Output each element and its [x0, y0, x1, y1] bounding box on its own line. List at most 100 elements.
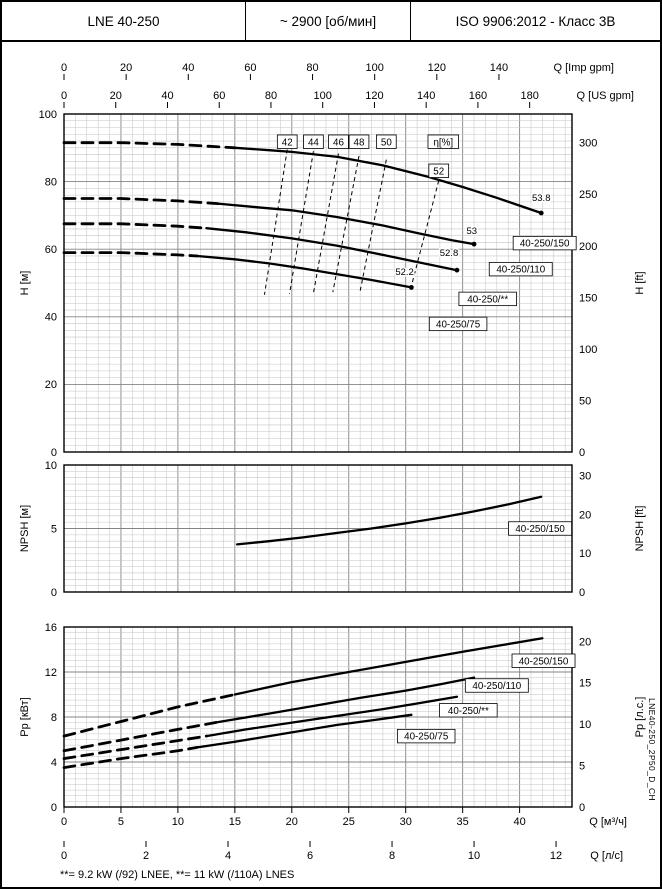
y-tick-right: 20 [579, 636, 591, 648]
efficiency-label: 44 [308, 137, 319, 148]
efficiency-iso-line [359, 159, 387, 292]
x-tick-label: 80 [306, 62, 318, 74]
y-tick-right: 10 [579, 548, 591, 560]
pump-curve-solid [205, 227, 459, 272]
y-tick-left: 0 [51, 587, 57, 599]
x-tick-label: 40 [161, 90, 173, 102]
document-code: LNE40-250_2P50_D_CH [647, 698, 657, 802]
curve-name-label: 40-250/150 [520, 239, 570, 250]
efficiency-iso-line [289, 151, 314, 294]
y-tick-right: 30 [579, 471, 591, 483]
y-tick-right: 250 [579, 189, 597, 201]
y-tick-left: 16 [45, 622, 57, 634]
pump-curve-dashed [62, 222, 208, 230]
curve-name-label-box [508, 521, 573, 536]
y-tick-left: 0 [51, 802, 57, 814]
chart-npsh: 0 5 10 NPSH [м] 0 10 20 30 NPSH [ft] 40-250/150 [19, 460, 646, 599]
x-tick-label: 5 [118, 816, 124, 828]
curve-name-label: 40-250/** [467, 294, 508, 305]
pump-curve-solid [216, 676, 476, 724]
x-tick-label: 60 [213, 90, 225, 102]
x-tick-label: 4 [225, 850, 231, 862]
efficiency-label-box [348, 134, 370, 149]
x-axis-title: Q [л/с] [590, 850, 623, 862]
duty-point-dot [454, 267, 460, 273]
efficiency-value-label: 52.2 [395, 267, 414, 278]
x-tick-label: 160 [469, 90, 487, 102]
x-tick-label: 20 [120, 62, 132, 74]
pump-curve-dashed [62, 141, 237, 150]
x-tick-label: 40 [513, 816, 525, 828]
x-tick-label: 2 [143, 850, 149, 862]
y-axis-title-right: Pp [л.с.] [634, 697, 646, 738]
efficiency-label: 48 [354, 137, 365, 148]
efficiency-label: 42 [282, 137, 293, 148]
pump-curve-dashed [62, 720, 220, 753]
x-tick-label: 15 [229, 816, 241, 828]
x-tick-label: 0 [61, 850, 67, 862]
x-tick-label: 25 [343, 816, 355, 828]
x-tick-label: 8 [389, 850, 395, 862]
pump-curve-dashed [62, 746, 199, 769]
x-tick-label: 20 [110, 90, 122, 102]
pump-curve-dashed [62, 734, 208, 760]
x-tick-label: 10 [172, 816, 184, 828]
x-tick-label: 140 [417, 90, 435, 102]
y-tick-right: 150 [579, 292, 597, 304]
curve-name-label-box [511, 653, 576, 668]
curve-name-label-box [428, 316, 488, 332]
pump-curve-solid [233, 637, 544, 696]
x-tick-label: 60 [244, 62, 256, 74]
y-tick-right: 200 [579, 241, 597, 253]
y-tick-left: 8 [51, 712, 57, 724]
pump-curve-solid [196, 254, 413, 289]
efficiency-value-label: 53.8 [532, 193, 551, 204]
x-tick-label: 120 [428, 62, 446, 74]
efficiency-value-label: 53 [466, 226, 477, 237]
curve-name-label-box [397, 728, 456, 744]
y-tick-right: 20 [579, 509, 591, 521]
efficiency-label-box [328, 134, 349, 149]
y-axis-title-right: NPSH [ft] [634, 506, 646, 552]
pump-curve-solid [196, 713, 413, 749]
y-tick-left: 12 [45, 667, 57, 679]
x-tick-label: 12 [550, 850, 562, 862]
x-tick-label: 100 [314, 90, 332, 102]
test-standard: ISO 9906:2012 - Класс 3В [455, 13, 616, 29]
title-bar: LNE 40-250 ~ 2900 [об/мин] ISO 9906:2012… [2, 2, 660, 42]
x-tick-label: 0 [61, 90, 67, 102]
y-tick-left: 40 [45, 312, 57, 324]
y-axis-title-left: H [м] [19, 271, 31, 296]
y-tick-left: 20 [45, 379, 57, 391]
y-tick-right: 100 [579, 344, 597, 356]
efficiency-label-box [303, 134, 324, 149]
y-tick-left: 4 [51, 757, 57, 769]
x-tick-label: 0 [61, 816, 67, 828]
x-tick-label: 100 [365, 62, 383, 74]
curve-name-label: 40-250/** [448, 706, 489, 717]
curve-name-label: 40-250/150 [519, 656, 569, 667]
curve-name-label-box [512, 235, 577, 251]
y-tick-left: 80 [45, 176, 57, 188]
curve-name-label: 40-250/75 [436, 319, 481, 330]
y-tick-right: 50 [579, 395, 591, 407]
y-tick-left: 60 [45, 244, 57, 256]
pump-curve-solid [205, 695, 459, 738]
x-tick-label: 40 [182, 62, 194, 74]
y-tick-left: 10 [45, 460, 57, 472]
x-axis-title: Q [Imp gpm] [553, 62, 614, 74]
pump-curve-solid [233, 146, 543, 215]
efficiency-unit-label-box [427, 134, 459, 149]
pump-model: LNE 40-250 [2, 2, 246, 40]
pump-curve-solid [235, 495, 543, 546]
y-tick-right: 0 [579, 447, 585, 459]
x-tick-label: 20 [286, 816, 298, 828]
y-tick-right: 300 [579, 138, 597, 150]
curve-name-label-box [439, 703, 498, 718]
curve-name-label: 40-250/110 [496, 265, 545, 276]
efficiency-label: 52 [433, 166, 444, 177]
pump-curve-dashed [62, 251, 199, 258]
